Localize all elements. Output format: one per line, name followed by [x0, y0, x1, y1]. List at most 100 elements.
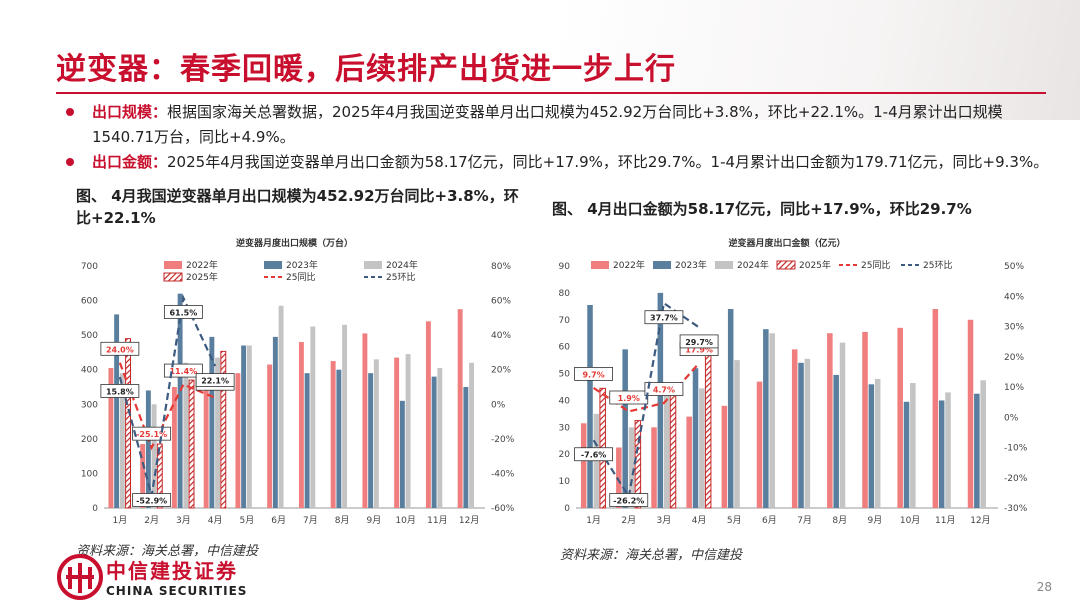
data-label-box [100, 341, 140, 356]
x-tick-label: 10月 [900, 515, 920, 526]
bar-2024年 [215, 357, 221, 508]
bar-2024年 [839, 342, 846, 508]
x-tick-label: 9月 [367, 515, 382, 526]
bar-2023年 [177, 293, 183, 508]
legend-swatch [591, 261, 609, 269]
y2-tick-label: 30% [1004, 323, 1024, 333]
data-label-box [100, 384, 140, 398]
y-tick-label: 10 [559, 477, 571, 487]
bullet-keyword: 出口规模： [92, 103, 168, 121]
bar-2024年 [804, 358, 811, 508]
x-tick-label: 2月 [621, 515, 636, 526]
export-value-chart: 逆变器月度出口金额（亿元） 0 10 20 30 40 50 60 70 80 90 -30% -20%… [559, 237, 1028, 526]
y-tick-label: 30 [559, 423, 571, 433]
legend-label: 25同比 [286, 271, 315, 283]
legend-label: 2025年 [186, 271, 218, 283]
logo-english-name: CHINA SECURITIES [106, 584, 248, 598]
bar-2024年 [910, 382, 916, 508]
data-label: -52.9% [136, 497, 167, 506]
bar-2023年 [657, 292, 664, 508]
y2-tick-label: 20% [491, 366, 511, 376]
bar-2022年 [897, 327, 903, 508]
figure-1-title: 图、 4月我国逆变器单月出口规模为452.92万台同比+3.8%，环比+22.1… [76, 185, 526, 229]
bar-2022年 [791, 349, 798, 508]
x-tick-label: 3月 [176, 515, 191, 526]
bar-2023年 [692, 368, 699, 508]
y2-tick-label: 20% [1004, 353, 1024, 363]
legend-swatch [264, 261, 282, 269]
bar-2022年 [171, 387, 177, 508]
y2-tick-label: -20% [1004, 474, 1028, 484]
bar-2023年 [938, 400, 945, 508]
bar-2023年 [798, 362, 804, 508]
bar-2023年 [974, 393, 980, 508]
bar-2022年 [394, 357, 400, 508]
bar-2024年 [734, 360, 740, 508]
bar-2024年 [246, 345, 252, 508]
y2-tick-label: -20% [491, 435, 515, 445]
x-tick-label: 6月 [271, 515, 286, 526]
page-number: 28 [1036, 580, 1052, 594]
bar-2025年 [669, 386, 677, 509]
y-tick-label: 80 [559, 289, 571, 299]
y-tick-label: 70 [559, 316, 571, 326]
x-tick-label: 1月 [113, 515, 128, 526]
legend-label: 2023年 [286, 259, 318, 271]
bar-2024年 [699, 388, 705, 508]
data-label-box [644, 310, 684, 325]
x-tick-label: 1月 [586, 515, 601, 526]
bar-2024年 [663, 393, 670, 508]
y-tick-label: 90 [559, 262, 571, 272]
x-tick-label: 11月 [427, 515, 447, 526]
y2-tick-label: 60% [491, 297, 511, 307]
bar-2024年 [945, 392, 951, 508]
bar-2022年 [298, 342, 304, 508]
bar-2024年 [151, 404, 157, 508]
y2-tick-label: 0% [491, 400, 506, 410]
y2-tick-label: -40% [491, 469, 515, 479]
data-label: 4.7% [653, 386, 675, 395]
bar-2023年 [304, 373, 310, 508]
data-label-box [132, 493, 172, 507]
legend-label: 25环比 [923, 259, 952, 271]
x-tick-label: 8月 [335, 515, 350, 526]
bar-2022年 [267, 364, 273, 508]
data-label-box [163, 305, 203, 319]
bar-2025年 [156, 443, 163, 509]
line-25环比 [118, 294, 217, 497]
bar-2022年 [108, 367, 114, 508]
x-tick-label: 5月 [240, 515, 255, 526]
bar-2022年 [140, 444, 146, 508]
legend-swatch [776, 260, 796, 270]
bar-2025年 [125, 338, 132, 509]
chart-title: 逆变器月度出口金额（亿元） [728, 237, 845, 249]
bar-2024年 [874, 378, 881, 508]
bar-2022年 [580, 423, 587, 508]
y2-tick-label: 50% [1004, 262, 1024, 272]
bar-2022年 [425, 321, 431, 508]
bar-2023年 [336, 369, 342, 508]
data-label: -25.1% [136, 430, 167, 439]
bar-2024年 [628, 427, 635, 508]
y-tick-label: 400 [81, 366, 98, 376]
legend-swatch [164, 261, 182, 269]
legend-swatch [364, 261, 382, 269]
bar-2025年 [704, 351, 712, 509]
x-tick-label: 4月 [208, 515, 223, 526]
bar-2022年 [932, 309, 939, 508]
bullet-text: 2025年4月我国逆变器单月出口金额为58.17亿元，同比+17.9%，环比29… [167, 153, 1049, 171]
bar-2022年 [686, 416, 692, 508]
bar-2024年 [278, 305, 284, 508]
bar-2022年 [616, 447, 622, 508]
data-label-box [679, 334, 719, 349]
y2-tick-label: -30% [1004, 504, 1028, 514]
figure-1-source: 资料来源：海关总署，中信建投 [76, 544, 259, 559]
china-securities-logo-icon [57, 554, 103, 600]
data-label: 15.8% [106, 387, 134, 396]
bar-2024年 [980, 380, 986, 508]
y-tick-label: 300 [81, 400, 98, 410]
x-tick-label: 8月 [832, 515, 847, 526]
bar-2022年 [330, 361, 336, 508]
y-tick-label: 700 [81, 262, 98, 272]
header-background-flourish [560, 0, 1080, 120]
